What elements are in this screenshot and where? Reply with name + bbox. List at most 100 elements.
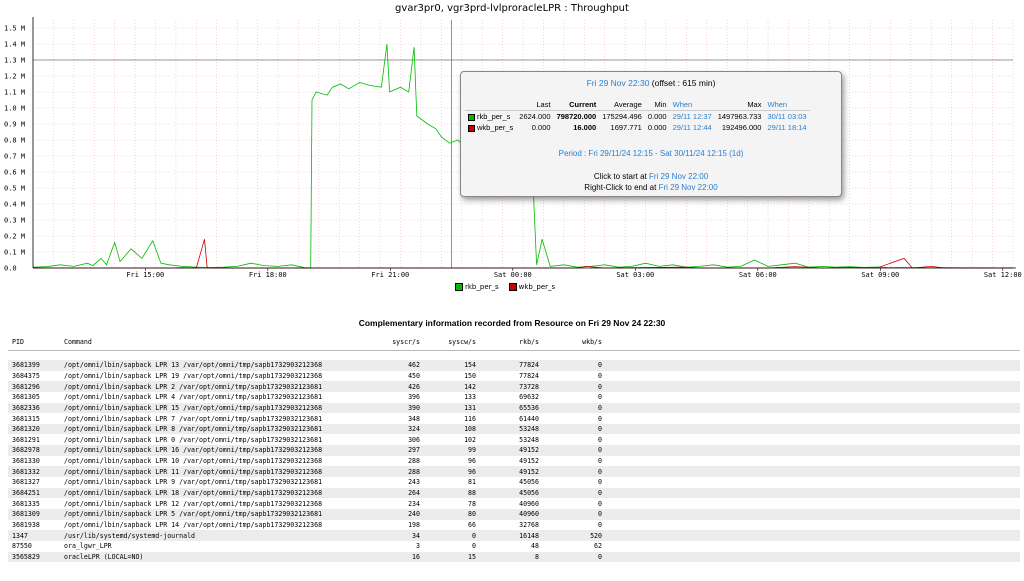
cell-syscw: 99: [424, 445, 480, 456]
cell-rkb: 8: [480, 551, 543, 563]
table-row: 3681330/opt/omni/lbin/sapback LPR 10 /va…: [8, 456, 1020, 467]
cell-wkb: 0: [598, 435, 602, 444]
cell-syscr: 426: [368, 381, 424, 392]
y-tick-label: 1.3 M: [4, 57, 25, 65]
cell-wkb: 520: [543, 530, 606, 541]
cell-wkb: 0: [598, 457, 602, 466]
y-tick-label: 1.0 M: [4, 105, 25, 113]
cell-command: /opt/omni/lbin/sapback LPR 5 /var/opt/om…: [60, 508, 368, 520]
col-command: Command: [60, 334, 368, 351]
wkb-swatch: [468, 124, 475, 132]
table-row: 87550 ora_lgwr_LPR 3 0 48 62: [8, 541, 1020, 552]
complementary-title: Complementary information recorded from …: [358, 318, 666, 328]
y-tick-label: 0.7 M: [4, 153, 25, 161]
cell-syscr: 450: [408, 371, 420, 380]
cell-syscr: 297: [368, 445, 424, 456]
cell-syscw: 66: [468, 520, 476, 529]
process-table-body: 3681399/opt/omni/lbin/sapback LPR 13 /va…: [8, 351, 1020, 563]
x-tick-label: Sat 00:00: [494, 271, 532, 279]
cell-rkb: 53248: [480, 423, 543, 435]
cell-command: /opt/omni/lbin/sapback LPR 11 /var/opt/o…: [60, 466, 368, 478]
cell-wkb: 0: [598, 414, 602, 423]
cell-syscw: 88: [424, 487, 480, 499]
y-tick-label: 0.4 M: [4, 201, 25, 209]
cell-wkb: 0: [543, 508, 606, 520]
x-tick-label: Sat 06:00: [739, 271, 777, 279]
table-row: 3565829 oracleLPR (LOCAL=NO) 16 15 8 0: [8, 551, 1020, 563]
cell-pid: 3681315: [12, 414, 40, 423]
legend-swatch-rkb: [455, 283, 463, 291]
table-row: 3681332/opt/omni/lbin/sapback LPR 11 /va…: [8, 466, 1020, 478]
table-row: 3681938/opt/omni/lbin/sapback LPR 14 /va…: [8, 520, 1020, 531]
table-header-row: PID Command syscr/s syscw/s rkb/s wkb/s: [8, 334, 1020, 351]
cell-command: /opt/omni/lbin/sapback LPR 0 /var/opt/om…: [64, 435, 323, 444]
table-row: 3681335/opt/omni/lbin/sapback LPR 12 /va…: [8, 498, 1020, 509]
y-tick-label: 1.2 M: [4, 73, 25, 81]
y-tick-label: 0.0: [4, 265, 17, 273]
cell-syscw: 78: [468, 499, 476, 508]
cell-wkb: 0: [543, 381, 606, 392]
cell-command: /opt/omni/lbin/sapback LPR 14 /var/opt/o…: [64, 520, 323, 529]
cell-wkb: 0: [543, 466, 606, 478]
cell-syscr: 324: [368, 423, 424, 435]
cell-rkb: 53248: [519, 435, 539, 444]
table-row: 3684251/opt/omni/lbin/sapback LPR 18 /va…: [8, 487, 1020, 499]
cell-syscw: 15: [424, 551, 480, 563]
cell-syscw: 96: [468, 457, 476, 466]
cell-rkb: 16148: [480, 530, 543, 541]
cell-rkb: 65536: [480, 402, 543, 414]
cell-syscr: 462: [368, 360, 424, 371]
cell-pid: 3682336: [8, 402, 60, 414]
cell-syscr: 288: [408, 457, 420, 466]
col-pid: PID: [8, 334, 60, 351]
cell-command: /opt/omni/lbin/sapback LPR 16 /var/opt/o…: [60, 445, 368, 456]
cell-syscw: 0: [472, 542, 476, 551]
cell-wkb: 0: [598, 478, 602, 487]
cell-command: /opt/omni/lbin/sapback LPR 15 /var/opt/o…: [60, 402, 368, 414]
chart-tooltip: Fri 29 Nov 22:30 (offset : 615 min) Last…: [460, 71, 842, 197]
cell-command: /opt/omni/lbin/sapback LPR 12 /var/opt/o…: [64, 499, 323, 508]
cell-rkb: 45056: [480, 487, 543, 499]
cell-wkb: 0: [543, 423, 606, 435]
cell-pid: 3684251: [8, 487, 60, 499]
chart-legend: rkb_per_s wkb_per_s: [455, 283, 555, 291]
cell-pid: 3565829: [8, 551, 60, 563]
rkb-swatch: [468, 113, 475, 121]
cell-pid: 3681330: [12, 457, 40, 466]
cell-syscw: 133: [464, 393, 476, 402]
table-row: 3681296/opt/omni/lbin/sapback LPR 2 /var…: [8, 381, 1020, 392]
cell-syscr: 16: [368, 551, 424, 563]
cell-rkb: 49152: [519, 457, 539, 466]
y-tick-label: 0.1 M: [4, 249, 25, 257]
cell-command: /opt/omni/lbin/sapback LPR 8 /var/opt/om…: [60, 423, 368, 435]
legend-item-wkb[interactable]: wkb_per_s: [508, 283, 555, 291]
legend-item-rkb[interactable]: rkb_per_s: [455, 283, 499, 291]
cell-rkb: 48: [531, 542, 539, 551]
cell-command: /opt/omni/lbin/sapback LPR 2 /var/opt/om…: [60, 381, 368, 392]
cell-command: /usr/lib/systemd/systemd-journald: [60, 530, 368, 541]
table-row: 3681315/opt/omni/lbin/sapback LPR 7 /var…: [8, 413, 1020, 424]
cell-rkb: 61440: [519, 414, 539, 423]
cell-wkb: 0: [543, 402, 606, 414]
y-tick-label: 0.8 M: [4, 137, 25, 145]
cell-pid: 3681305: [12, 393, 40, 402]
table-row: 3681327/opt/omni/lbin/sapback LPR 9 /var…: [8, 477, 1020, 488]
x-tick-label: Fri 18:00: [249, 271, 287, 279]
col-syscr: syscr/s: [368, 334, 424, 351]
cell-pid: 3681399: [8, 360, 60, 371]
cell-command: ora_lgwr_LPR: [64, 542, 112, 551]
table-row: 3681305/opt/omni/lbin/sapback LPR 4 /var…: [8, 392, 1020, 403]
cell-syscw: 150: [464, 371, 476, 380]
tooltip-click-hints: Click to start at Fri 29 Nov 22:00 Right…: [584, 172, 718, 192]
cell-command: /opt/omni/lbin/sapback LPR 19 /var/opt/o…: [64, 371, 323, 380]
cell-syscr: 390: [368, 402, 424, 414]
y-tick-label: 0.3 M: [4, 217, 25, 225]
x-tick-label: Sat 12:00: [984, 271, 1022, 279]
x-tick-label: Sat 09:00: [861, 271, 899, 279]
cell-syscr: 234: [408, 499, 420, 508]
cell-wkb: 0: [598, 393, 602, 402]
cell-syscr: 240: [368, 508, 424, 520]
cell-command: /opt/omni/lbin/sapback LPR 4 /var/opt/om…: [64, 393, 323, 402]
cell-wkb: 0: [598, 520, 602, 529]
cell-syscw: 96: [424, 466, 480, 478]
